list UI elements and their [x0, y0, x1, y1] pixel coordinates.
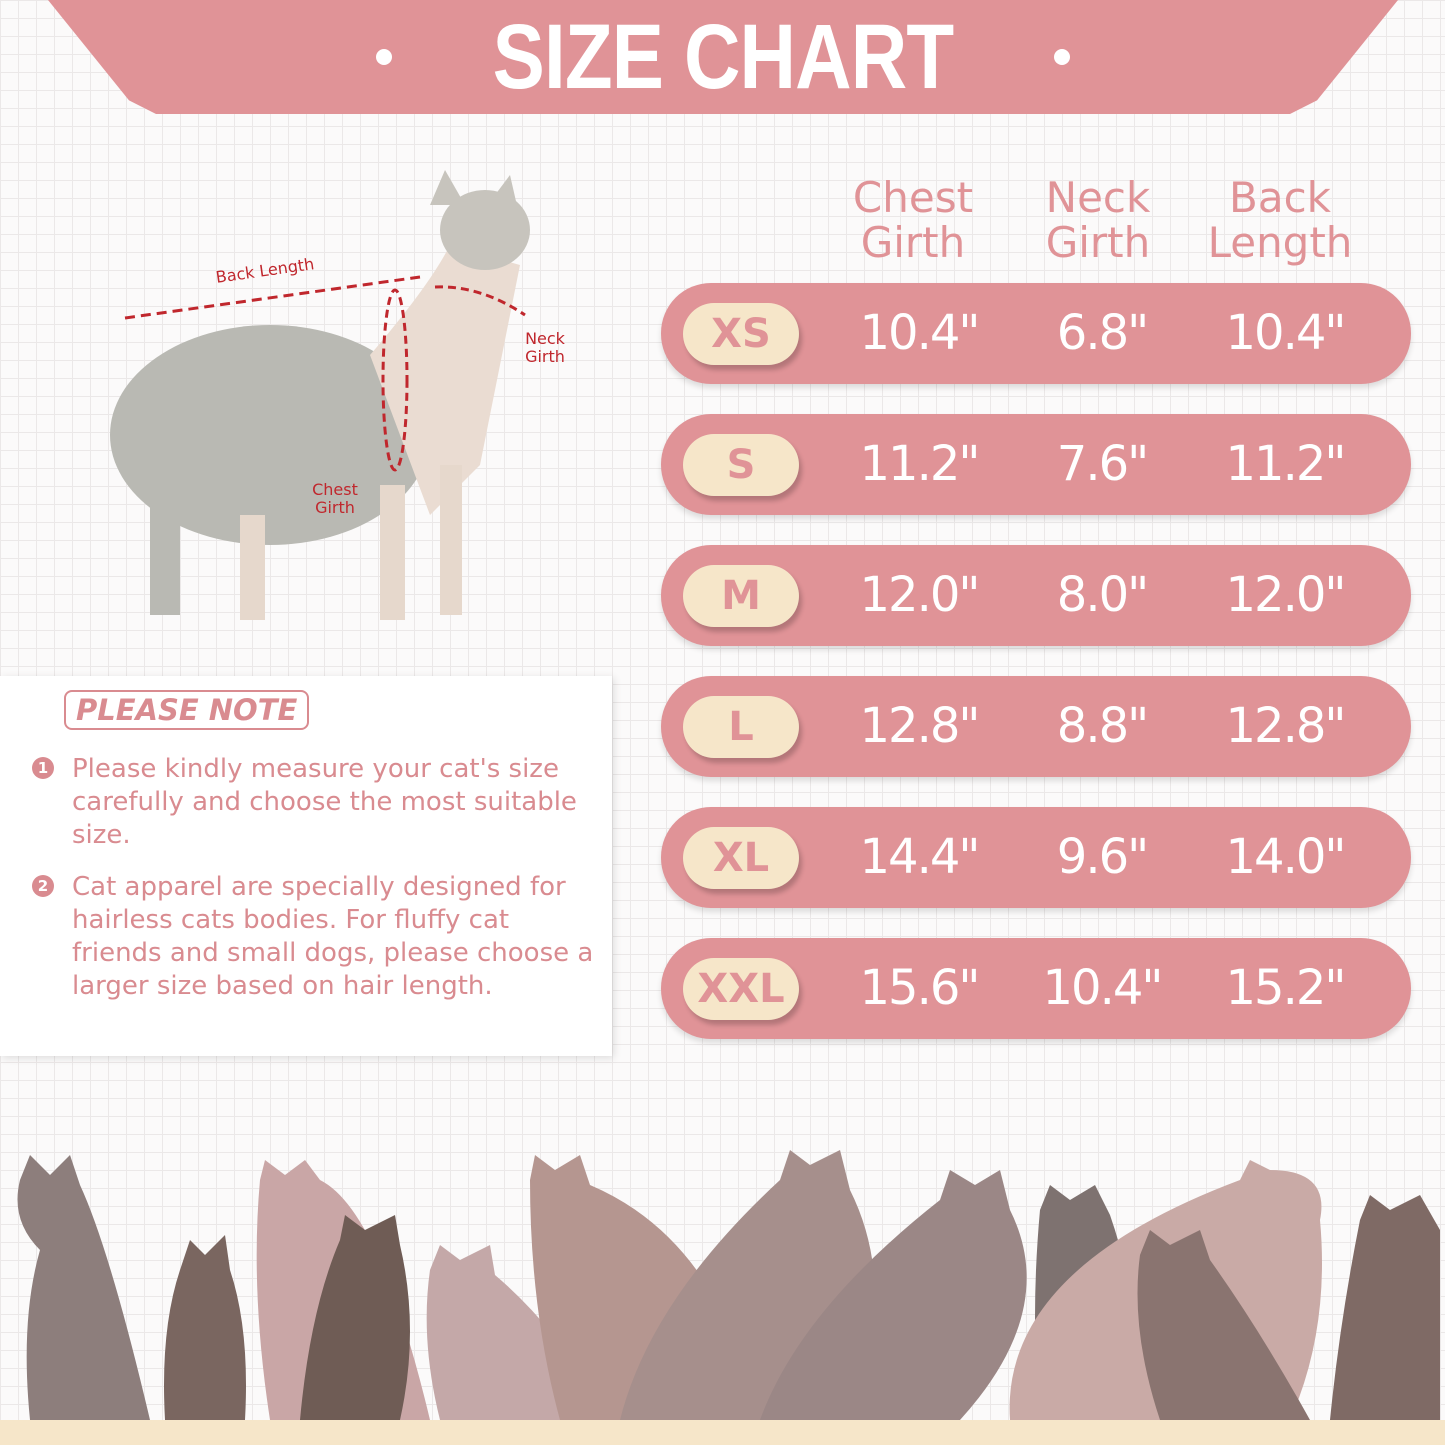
- size-row: XS 10.4" 6.8" 10.4": [661, 283, 1411, 384]
- back-length-line: [124, 275, 421, 320]
- neck-girth-label: Neck Girth: [525, 329, 565, 366]
- neck-value: 10.4": [1042, 960, 1164, 1016]
- size-row: XXL 15.6" 10.4" 15.2": [661, 938, 1411, 1039]
- note-title: PLEASE NOTE: [64, 690, 310, 730]
- neck-value: 7.6": [1056, 436, 1149, 492]
- size-row: L 12.8" 8.8" 12.8": [661, 676, 1411, 777]
- back-value: 10.4": [1225, 305, 1347, 361]
- note-item: 1 Please kindly measure your cat's size …: [32, 753, 602, 852]
- title-banner: SIZE CHART: [48, 0, 1398, 114]
- chest-value: 11.2": [859, 436, 981, 492]
- back-value: 12.0": [1225, 567, 1347, 623]
- column-header-neck: Neck Girth: [1045, 173, 1151, 267]
- note-text: Please kindly measure your cat's size ca…: [72, 754, 577, 850]
- dot-icon: [1054, 49, 1070, 65]
- cats-group-photo: [17, 1150, 1440, 1420]
- size-badge: XXL: [683, 958, 799, 1020]
- size-badge: M: [683, 565, 799, 627]
- back-value: 14.0": [1225, 829, 1347, 885]
- chest-girth-line: [381, 288, 409, 472]
- chest-value: 14.4": [859, 829, 981, 885]
- size-row: XL 14.4" 9.6" 14.0": [661, 807, 1411, 908]
- back-value: 12.8": [1225, 698, 1347, 754]
- floor-strip: [0, 1420, 1445, 1445]
- chest-value: 12.8": [859, 698, 981, 754]
- back-value: 15.2": [1225, 960, 1347, 1016]
- size-badge: S: [683, 434, 799, 496]
- size-badge: L: [683, 696, 799, 758]
- back-value: 11.2": [1225, 436, 1347, 492]
- column-header-chest: Chest Girth: [852, 173, 974, 267]
- number-badge-icon: 1: [32, 757, 54, 779]
- neck-value: 9.6": [1056, 829, 1149, 885]
- chest-value: 15.6": [859, 960, 981, 1016]
- size-row: M 12.0" 8.0" 12.0": [661, 545, 1411, 646]
- neck-value: 8.8": [1056, 698, 1149, 754]
- neck-value: 8.0": [1056, 567, 1149, 623]
- number-badge-icon: 2: [32, 875, 54, 897]
- size-badge: XL: [683, 827, 799, 889]
- note-panel: PLEASE NOTE 1 Please kindly measure your…: [0, 676, 612, 1056]
- neck-value: 6.8": [1056, 305, 1149, 361]
- column-header-back: Back Length: [1207, 173, 1353, 267]
- chest-value: 10.4": [859, 305, 981, 361]
- chest-girth-label: Chest Girth: [312, 480, 358, 517]
- page-title: SIZE CHART: [492, 5, 955, 108]
- note-text: Cat apparel are specially designed for h…: [72, 872, 594, 1001]
- cat-measurement-diagram: [110, 170, 530, 620]
- size-badge: XS: [683, 303, 799, 365]
- cat-illustration: [110, 170, 530, 620]
- chest-value: 12.0": [859, 567, 981, 623]
- size-row: S 11.2" 7.6" 11.2": [661, 414, 1411, 515]
- neck-girth-line: [434, 285, 526, 317]
- dot-icon: [376, 49, 392, 65]
- note-item: 2 Cat apparel are specially designed for…: [32, 871, 602, 1003]
